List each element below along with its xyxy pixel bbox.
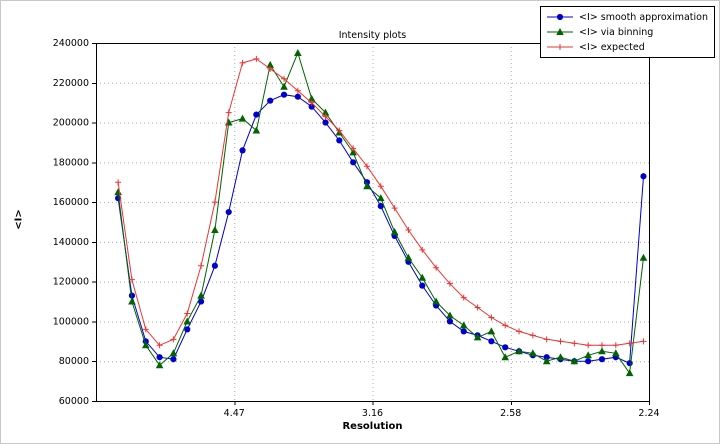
- legend-marker-triangle-icon: [547, 28, 574, 35]
- y-tick-label: 200000: [53, 118, 89, 129]
- x-tick-label: 3.16: [362, 408, 383, 419]
- y-tick-label: 120000: [53, 277, 89, 288]
- legend-label-0: <I> smooth approximation: [579, 11, 708, 23]
- y-tick-label: 160000: [53, 197, 89, 208]
- series-line-0: [117, 94, 644, 364]
- legend-item-2: <I> expected: [545, 40, 708, 54]
- series-markers-0: [115, 91, 647, 367]
- series-markers-1: [114, 48, 648, 377]
- x-tick-label: 4.47: [224, 408, 245, 419]
- axis-tick-labels: 60000 80000 100000 120000 140000 160000 180000…: [53, 38, 660, 419]
- legend-item-0: <I> smooth approximation: [545, 10, 708, 24]
- y-tick-label: 140000: [53, 237, 89, 248]
- series-0: [115, 91, 647, 367]
- axis-ticks: [92, 43, 650, 405]
- series-line-1: [117, 51, 644, 375]
- legend-marker-circle-icon: [547, 13, 574, 21]
- x-tick-label: 2.24: [638, 408, 659, 419]
- y-tick-label: 100000: [53, 316, 89, 327]
- y-tick-label: 60000: [59, 396, 89, 407]
- chart-title: Intensity plots: [338, 30, 407, 41]
- legend-marker-plus-icon: [547, 44, 574, 50]
- legend-label-1: <I> via binning: [579, 26, 654, 38]
- legend-item-1: <I> via binning: [545, 25, 708, 39]
- y-tick-label: 240000: [53, 38, 89, 49]
- x-axis-label: Resolution: [342, 421, 403, 432]
- series-markers-2: [115, 55, 647, 349]
- y-tick-label: 220000: [53, 78, 89, 89]
- legend-label-2: <I> expected: [579, 41, 645, 53]
- legend: <I> smooth approximation <I> via binning <…: [540, 6, 715, 58]
- x-tick-label: 2.58: [500, 408, 521, 419]
- series-1: [114, 48, 648, 377]
- series-2: [115, 55, 647, 349]
- y-tick-label: 80000: [59, 356, 89, 367]
- y-tick-label: 180000: [53, 157, 89, 168]
